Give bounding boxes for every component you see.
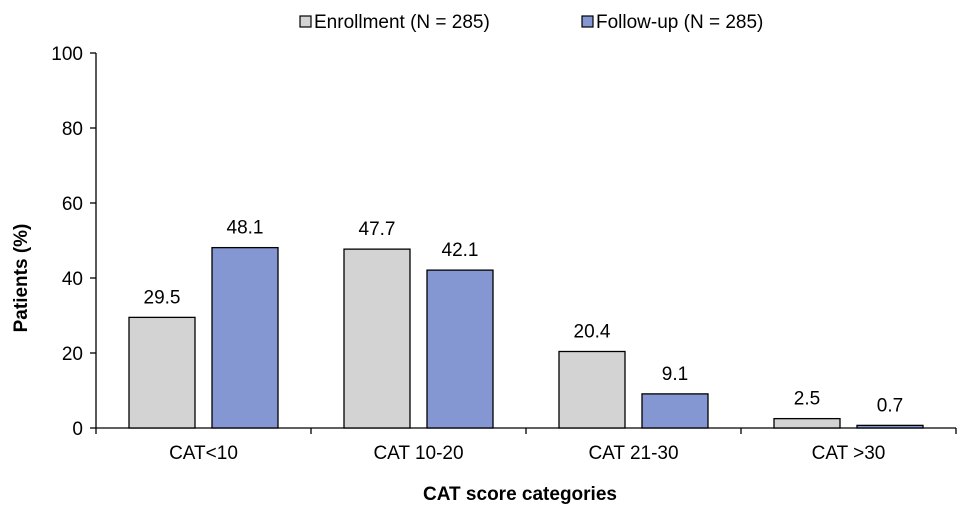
bar xyxy=(773,417,841,429)
legend: Enrollment (N = 285) Follow-up (N = 285) xyxy=(299,12,763,33)
x-axis: CAT<10 CAT 10-20 CAT 21-30 CAT >30 xyxy=(95,427,957,464)
data-label: 0.7 xyxy=(877,395,903,416)
x-tick-label: CAT >30 xyxy=(812,443,886,464)
data-label: 9.1 xyxy=(662,364,688,385)
bar xyxy=(211,246,279,429)
data-labels: 29.5 48.1 47.7 42.1 20.4 9.1 2.5 0.7 xyxy=(144,218,904,417)
y-axis: 0 20 40 60 80 100 xyxy=(51,44,97,440)
data-label: 42.1 xyxy=(442,240,479,261)
y-tick-label: 0 xyxy=(72,419,83,440)
bar xyxy=(426,269,494,429)
x-tick-label: CAT<10 xyxy=(169,443,238,464)
legend-label: Follow-up (N = 285) xyxy=(596,12,763,33)
data-label: 2.5 xyxy=(794,389,820,410)
data-label: 47.7 xyxy=(359,219,396,240)
y-tick-label: 20 xyxy=(62,344,83,365)
data-label: 20.4 xyxy=(574,322,611,343)
bar xyxy=(343,248,411,429)
y-tick-label: 80 xyxy=(62,119,83,140)
legend-label: Enrollment (N = 285) xyxy=(314,12,490,33)
bar xyxy=(128,316,196,429)
y-tick-label: 100 xyxy=(51,44,83,65)
data-label: 48.1 xyxy=(227,218,264,239)
x-tick-label: CAT 21-30 xyxy=(588,443,678,464)
bar xyxy=(856,424,924,429)
y-axis-title: Patients (%) xyxy=(11,224,32,333)
x-tick-label: CAT 10-20 xyxy=(373,443,463,464)
y-tick-label: 40 xyxy=(62,269,83,290)
legend-swatch xyxy=(581,15,594,28)
x-axis-title: CAT score categories xyxy=(423,484,617,505)
y-tick-label: 60 xyxy=(62,194,83,215)
legend-swatch xyxy=(299,15,312,28)
bars xyxy=(128,246,924,429)
bar xyxy=(641,393,709,429)
bar xyxy=(558,350,626,429)
data-label: 29.5 xyxy=(144,287,181,308)
